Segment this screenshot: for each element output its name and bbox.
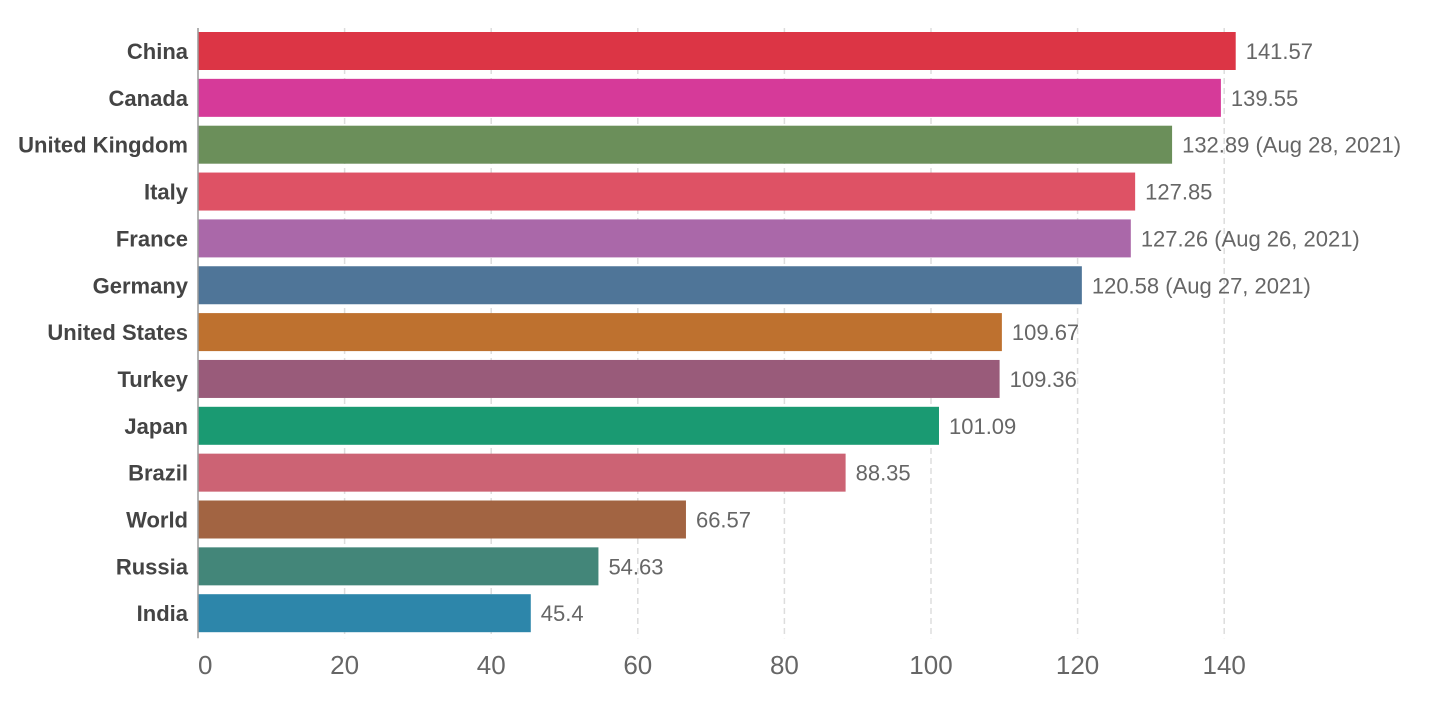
tick-label-0: 0 — [198, 650, 212, 680]
bar-china — [198, 32, 1236, 70]
value-label-india: 45.4 — [541, 601, 584, 626]
category-label-united-states: United States — [47, 320, 188, 345]
category-label-japan: Japan — [124, 414, 188, 439]
bar-world — [198, 500, 686, 539]
tick-label-140: 140 — [1203, 650, 1246, 680]
bar-united-states — [198, 313, 1002, 352]
category-label-china: China — [127, 39, 189, 64]
tick-label-40: 40 — [477, 650, 506, 680]
value-label-china: 141.57 — [1246, 39, 1313, 64]
tick-label-80: 80 — [770, 650, 799, 680]
category-label-france: France — [116, 226, 188, 251]
tick-label-60: 60 — [623, 650, 652, 680]
bar-india — [198, 594, 531, 633]
bar-italy — [198, 172, 1136, 211]
bar-turkey — [198, 359, 1000, 398]
category-label-canada: Canada — [109, 86, 189, 111]
category-label-india: India — [137, 601, 189, 626]
bars — [198, 32, 1236, 633]
category-label-germany: Germany — [93, 273, 189, 298]
value-label-russia: 54.63 — [608, 554, 663, 579]
bar-russia — [198, 547, 599, 586]
category-label-united-kingdom: United Kingdom — [18, 133, 188, 158]
category-label-world: World — [126, 508, 188, 533]
value-label-italy: 127.85 — [1145, 180, 1212, 205]
value-label-canada: 139.55 — [1231, 86, 1298, 111]
bar-france — [198, 219, 1131, 258]
value-label-france: 127.26 (Aug 26, 2021) — [1141, 226, 1360, 251]
category-label-russia: Russia — [116, 554, 189, 579]
category-labels: China Canada United Kingdom Italy France Germ… — [18, 39, 189, 626]
tick-label-100: 100 — [909, 650, 952, 680]
category-label-brazil: Brazil — [128, 461, 188, 486]
bar-brazil — [198, 453, 846, 492]
category-label-turkey: Turkey — [117, 367, 188, 392]
value-label-germany: 120.58 (Aug 27, 2021) — [1092, 273, 1311, 298]
x-axis-ticks: 0 20 40 60 80 100 120 140 — [198, 650, 1246, 680]
value-label-world: 66.57 — [696, 508, 751, 533]
category-label-italy: Italy — [144, 180, 189, 205]
bar-japan — [198, 406, 939, 445]
bar-germany — [198, 266, 1082, 305]
tick-label-20: 20 — [330, 650, 359, 680]
tick-label-120: 120 — [1056, 650, 1099, 680]
bar-united-kingdom — [198, 125, 1173, 164]
value-label-turkey: 109.36 — [1010, 367, 1077, 392]
value-labels: 141.57 139.55 132.89 (Aug 28, 2021) 127.85 1… — [541, 39, 1401, 626]
value-label-united-states: 109.67 — [1012, 320, 1079, 345]
value-label-brazil: 88.35 — [856, 461, 911, 486]
value-label-japan: 101.09 — [949, 414, 1016, 439]
bar-canada — [198, 78, 1221, 117]
value-label-united-kingdom: 132.89 (Aug 28, 2021) — [1182, 133, 1401, 158]
